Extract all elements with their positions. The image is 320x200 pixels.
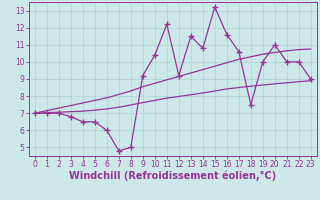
X-axis label: Windchill (Refroidissement éolien,°C): Windchill (Refroidissement éolien,°C) [69, 171, 276, 181]
